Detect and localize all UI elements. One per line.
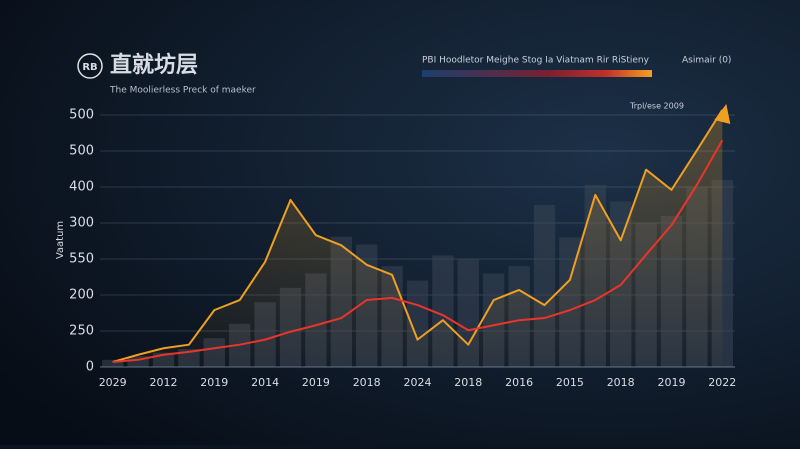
- line: [112, 139, 724, 363]
- x-tick-label: 2015: [556, 376, 584, 389]
- x-tick-label: 2016: [505, 376, 533, 389]
- legend-right: Asimair (0): [682, 56, 731, 66]
- chart-title: 直就坊层: [110, 52, 198, 78]
- x-tick-label: 2014: [251, 376, 279, 389]
- y-tick-label: 500: [69, 144, 94, 159]
- x-tick-label: 2024: [404, 376, 432, 389]
- legend-text: PBI Hoodletor Meighe Stog Ia Viatnam Rir…: [422, 56, 650, 66]
- x-tick-label: 2029: [99, 376, 127, 389]
- logo-ring: [77, 53, 103, 79]
- subtitle: The Moolierless Preck of maeker: [109, 86, 256, 96]
- y-tick-label: 200: [69, 288, 94, 303]
- legend-bar: [422, 70, 652, 77]
- x-tick-label: 2012: [150, 376, 178, 389]
- x-tick-label: 2018: [607, 376, 635, 389]
- y-axis-label: Vaatum: [55, 221, 66, 259]
- annotation: Trpl/ese 2009: [629, 102, 684, 111]
- x-tick-label: 2019: [658, 376, 686, 389]
- y-tick-label: 500: [69, 108, 94, 123]
- x-tick-label: 2018: [454, 376, 482, 389]
- y-tick-label: 550: [69, 252, 94, 267]
- x-tick-label: 2019: [200, 376, 228, 389]
- logo: RB: [82, 62, 97, 73]
- y-tick-label: 300: [69, 216, 94, 231]
- y-tick-label: 250: [69, 324, 94, 339]
- line: [112, 109, 724, 363]
- y-tick-label: 400: [69, 180, 94, 195]
- x-tick-label: 2019: [302, 376, 330, 389]
- x-tick-label: 2018: [353, 376, 381, 389]
- arrow-head: [714, 103, 731, 124]
- area: [112, 109, 723, 368]
- y-tick-label: 0: [86, 360, 94, 375]
- x-tick-label: 2022: [708, 376, 736, 389]
